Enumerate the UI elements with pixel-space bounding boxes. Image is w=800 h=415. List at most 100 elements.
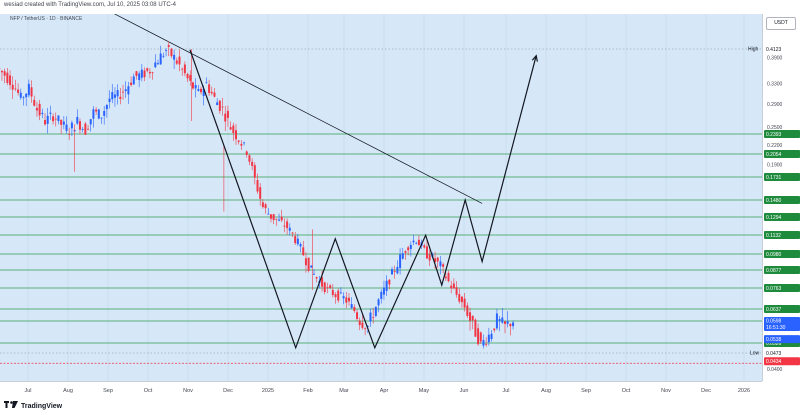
candle-body bbox=[156, 63, 159, 65]
candle-body bbox=[339, 292, 342, 294]
candle-body bbox=[232, 125, 235, 134]
candle-body bbox=[70, 122, 73, 129]
level-price-label-bg bbox=[764, 213, 800, 221]
candle-body bbox=[3, 71, 6, 76]
candle-body bbox=[442, 264, 445, 267]
level-price-label: 0.0877 bbox=[766, 268, 782, 274]
candle-body bbox=[189, 75, 192, 81]
candle-body bbox=[6, 72, 9, 83]
candle-body bbox=[216, 102, 219, 106]
candle-body bbox=[407, 247, 410, 251]
candle-body bbox=[315, 277, 318, 279]
candle-body bbox=[350, 304, 353, 309]
time-tick-label: Jul bbox=[502, 388, 509, 394]
projection-zigzag[interactable] bbox=[189, 49, 537, 350]
candle-body bbox=[264, 204, 267, 209]
candle-body bbox=[97, 109, 100, 119]
candle-body bbox=[296, 238, 299, 245]
candle-body bbox=[251, 161, 254, 166]
candle-body bbox=[278, 219, 281, 221]
low-marker-label: 0.0434 bbox=[766, 359, 782, 365]
candle-body bbox=[105, 104, 108, 110]
candle-body bbox=[388, 279, 391, 285]
candle-body bbox=[372, 317, 375, 319]
level-price-label: 0.1132 bbox=[766, 233, 781, 239]
price-axis[interactable]: 0.3900 0.3300 0.2900 0.2500 0.2200 0.1900 0.04… bbox=[762, 14, 800, 381]
candle-body bbox=[337, 290, 340, 301]
candle-body bbox=[38, 103, 41, 116]
candle-body bbox=[148, 71, 151, 74]
price-tick-label: 0.2200 bbox=[767, 143, 783, 149]
time-axis[interactable]: Jul Aug Sep Oct Nov Dec 2025 Feb Mar Apr May Jun Jul… bbox=[0, 381, 762, 400]
candle-countdown: 16:51:30 bbox=[766, 325, 786, 331]
candle-body bbox=[35, 107, 38, 111]
chart-plot-area[interactable]: High Low bbox=[0, 14, 762, 381]
candle-body bbox=[167, 45, 170, 47]
candle-body bbox=[466, 305, 469, 316]
candle-body bbox=[490, 333, 493, 340]
candle-body bbox=[377, 299, 380, 306]
candle-body bbox=[256, 180, 259, 192]
candle-body bbox=[49, 112, 52, 114]
time-tick-label: Oct bbox=[144, 388, 153, 394]
level-price-label: 0.1480 bbox=[766, 198, 782, 204]
candle-body bbox=[313, 273, 316, 275]
projection-arrowhead bbox=[531, 54, 538, 62]
candle-body bbox=[385, 280, 388, 291]
candle-body bbox=[253, 165, 256, 178]
candle-body bbox=[60, 119, 63, 125]
candle-body bbox=[178, 56, 181, 65]
candle-body bbox=[307, 257, 310, 271]
candle-body bbox=[248, 155, 251, 162]
candle-body bbox=[501, 317, 504, 323]
candle-body bbox=[122, 91, 125, 93]
candle-body bbox=[210, 91, 213, 94]
candle-body bbox=[286, 221, 289, 229]
candle-body bbox=[84, 123, 87, 135]
candle-body bbox=[116, 90, 119, 97]
candle-body bbox=[57, 115, 60, 122]
candle-body bbox=[113, 94, 116, 98]
candle-body bbox=[224, 113, 227, 122]
candle-body bbox=[399, 254, 402, 269]
candle-body bbox=[294, 236, 297, 244]
candle-body bbox=[170, 48, 173, 57]
candle-body bbox=[46, 115, 49, 124]
currency-selector[interactable]: USDT bbox=[766, 17, 796, 30]
candle-body bbox=[374, 306, 377, 316]
candle-body bbox=[404, 251, 407, 253]
candle-body bbox=[304, 258, 307, 266]
candle-body bbox=[417, 239, 420, 246]
price-chart[interactable]: High Low bbox=[0, 14, 762, 381]
level-price-label: 0.0763 bbox=[766, 286, 782, 292]
candle-body bbox=[302, 247, 305, 256]
candle-body bbox=[460, 296, 463, 303]
candle-body bbox=[272, 214, 275, 221]
candle-body bbox=[361, 322, 364, 328]
candle-body bbox=[479, 332, 482, 342]
time-tick-label: Sep bbox=[103, 388, 113, 394]
level-price-label-bg bbox=[764, 250, 800, 258]
candle-body bbox=[33, 99, 36, 106]
candle-body bbox=[288, 227, 291, 231]
candle-body bbox=[44, 120, 47, 125]
symbol-info: NFP / TetherUS · 1D · BINANCE bbox=[10, 16, 83, 22]
candle-body bbox=[321, 277, 324, 287]
descending-trendline[interactable] bbox=[111, 14, 483, 204]
price-tick-label: 0.2900 bbox=[767, 102, 783, 108]
candle-body bbox=[447, 272, 450, 282]
candle-body bbox=[506, 321, 509, 324]
candle-body bbox=[229, 127, 232, 130]
current-price-label: 0.0598 bbox=[766, 319, 782, 325]
candle-body bbox=[323, 282, 326, 293]
time-tick-label: Dec bbox=[223, 388, 233, 394]
candle-body bbox=[41, 112, 44, 114]
candle-body bbox=[62, 121, 65, 125]
candle-body bbox=[364, 328, 367, 330]
candle-body bbox=[68, 134, 71, 136]
candle-body bbox=[237, 140, 240, 142]
current-price-bg bbox=[764, 317, 800, 331]
time-tick-label: Jul bbox=[24, 388, 31, 394]
candle-body bbox=[100, 117, 103, 119]
candle-body bbox=[221, 106, 224, 108]
